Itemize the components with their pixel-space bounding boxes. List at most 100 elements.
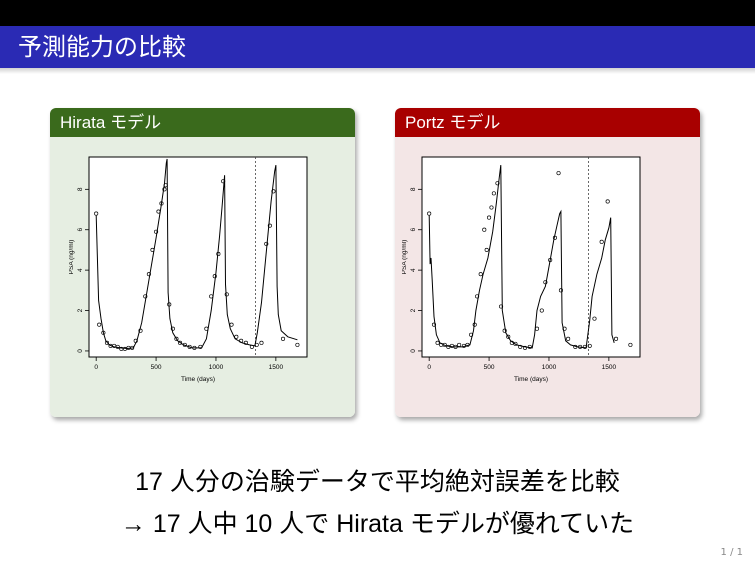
chart-svg-1: 0 500 1000 1500 0 2 4 6 8 Time (days) PSA (ng/ml) — [402, 156, 641, 383]
data-point-20 — [163, 183, 168, 188]
data-point-29 — [204, 326, 209, 331]
hirata-model-block: Hirata モデル 0 500 1000 1500 0 2 4 6 8 Time (days) P… — [50, 108, 355, 417]
data-point-10 — [465, 342, 470, 347]
data-point-27 — [522, 345, 528, 350]
y-tick-label-3: 6 — [77, 228, 84, 232]
data-point-21 — [499, 304, 504, 309]
y-tick-label-0: 0 — [77, 349, 84, 353]
data-point-17 — [487, 215, 492, 220]
data-point-31 — [212, 274, 217, 279]
data-point-5 — [112, 343, 117, 348]
y-tick-label-4: 8 — [77, 187, 84, 191]
data-point-37 — [566, 336, 571, 341]
data-point-28 — [527, 344, 532, 349]
data-point-39 — [249, 344, 254, 349]
x-tick-label-0: 0 — [427, 364, 431, 371]
slide-title: 予測能力の比較 — [18, 33, 186, 61]
data-point-3 — [104, 340, 110, 345]
plot-frame — [421, 156, 641, 358]
data-point-39 — [578, 344, 583, 349]
y-tick-label-0: 0 — [410, 349, 417, 353]
hirata-block-body: 0 500 1000 1500 0 2 4 6 8 Time (days) PSA (ng/ml) — [50, 137, 355, 417]
data-point-6 — [115, 344, 120, 349]
page-number: 1 / 1 — [720, 547, 743, 558]
x-tick-label-3: 1500 — [602, 364, 617, 371]
data-point-15 — [482, 227, 487, 232]
data-point-31 — [543, 280, 548, 285]
data-point-24 — [509, 340, 514, 345]
plot-frame — [88, 156, 308, 358]
data-point-28 — [198, 344, 203, 349]
data-point-2 — [435, 340, 440, 345]
data-point-9 — [461, 343, 466, 348]
portz-block-title: Portz モデル — [395, 108, 700, 137]
data-point-25 — [513, 341, 518, 346]
title-shadow — [0, 68, 755, 74]
data-point-19 — [162, 187, 167, 192]
hirata-plot: 0 500 1000 1500 0 2 4 6 8 Time (days) PSA (ng/ml) — [69, 145, 329, 405]
data-point-36 — [234, 334, 239, 339]
data-point-12 — [138, 328, 143, 333]
data-point-45 — [613, 336, 619, 341]
data-point-2 — [101, 330, 106, 335]
data-point-4 — [442, 342, 447, 347]
data-point-7 — [453, 344, 458, 349]
x-axis-label: Time (days) — [514, 376, 548, 383]
data-point-26 — [187, 344, 192, 349]
data-point-32 — [216, 251, 221, 257]
data-point-23 — [174, 336, 179, 341]
data-point-11 — [469, 332, 474, 337]
portz-plot: 0 500 1000 1500 0 2 4 6 8 Time (days) PSA (ng/ml) — [402, 145, 662, 405]
data-point-35 — [558, 288, 563, 293]
data-point-38 — [573, 344, 578, 349]
caption-line-2: → 17 人中 10 人で Hirata モデルが優れていた — [120, 510, 635, 538]
data-point-44 — [605, 199, 610, 204]
y-tick-label-1: 2 — [77, 308, 84, 312]
y-tick-label-1: 2 — [410, 308, 417, 312]
x-tick-label-1: 500 — [484, 364, 495, 371]
data-point-40 — [582, 344, 587, 349]
x-axis-label: Time (days) — [181, 376, 215, 383]
data-point-8 — [457, 342, 462, 347]
data-point-12 — [472, 322, 477, 327]
data-point-44 — [271, 189, 276, 194]
data-point-13 — [475, 294, 480, 299]
title-bar: 予測能力の比較 — [0, 26, 755, 68]
data-point-37 — [239, 338, 244, 343]
data-point-17 — [156, 209, 161, 214]
data-point-32 — [548, 257, 553, 263]
data-point-36 — [562, 326, 567, 331]
data-point-14 — [478, 272, 483, 277]
data-point-6 — [449, 343, 454, 348]
data-point-26 — [518, 344, 523, 349]
data-point-24 — [177, 340, 183, 345]
data-point-40 — [254, 342, 259, 347]
data-point-18 — [159, 201, 164, 206]
data-point-11 — [133, 338, 138, 343]
y-axis-label: PSA (ng/ml) — [402, 240, 408, 275]
data-point-41 — [587, 343, 592, 348]
data-point-19 — [491, 191, 496, 196]
data-point-15 — [150, 247, 155, 252]
data-point-23 — [506, 334, 511, 339]
data-point-22 — [170, 326, 175, 331]
data-point-14 — [146, 272, 151, 277]
top-bar — [0, 0, 755, 26]
data-point-42 — [264, 241, 269, 246]
data-point-5 — [446, 344, 451, 349]
hirata-block-title: Hirata モデル — [50, 108, 355, 137]
data-point-16 — [154, 229, 159, 234]
data-point-41 — [259, 340, 264, 345]
x-tick-label-2: 1000 — [209, 364, 224, 371]
data-point-25 — [182, 342, 187, 347]
data-point-35 — [229, 322, 234, 327]
data-point-0 — [94, 211, 99, 216]
x-tick-label-1: 500 — [151, 364, 162, 371]
data-point-1 — [431, 322, 437, 327]
portz-block-body: 0 500 1000 1500 0 2 4 6 8 Time (days) PSA (ng/ml) — [395, 137, 700, 417]
data-point-43 — [267, 223, 272, 228]
data-point-22 — [502, 328, 507, 333]
data-point-1 — [97, 322, 102, 327]
data-point-38 — [243, 340, 248, 345]
data-point-13 — [143, 294, 148, 299]
